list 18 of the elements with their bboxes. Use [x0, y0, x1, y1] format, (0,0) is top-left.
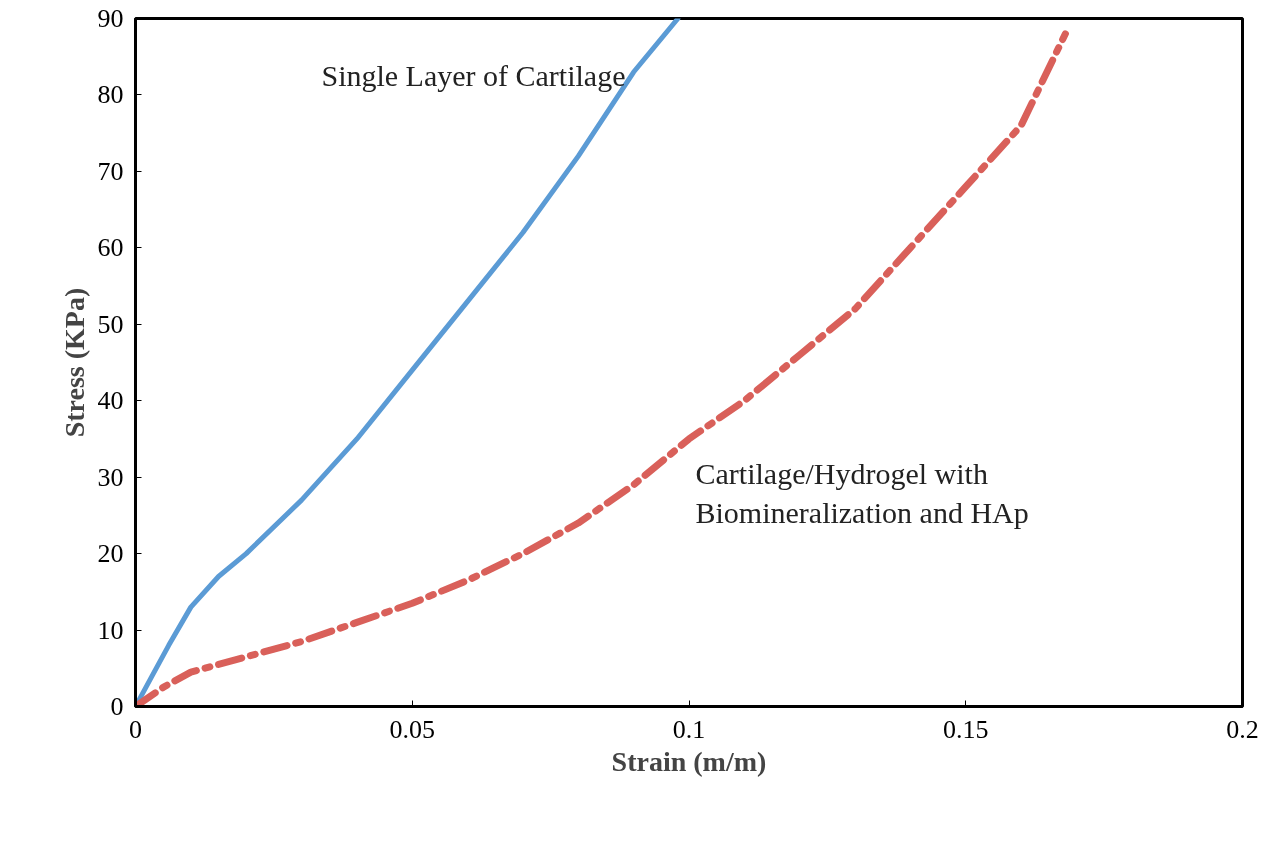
- y-tick-label: 60: [97, 233, 124, 263]
- y-tick-label: 50: [97, 309, 124, 339]
- y-tick-label: 70: [97, 156, 124, 186]
- series-label: Cartilage/Hydrogel with Biomineralization and HAp: [695, 456, 1029, 530]
- y-tick-label: 30: [97, 462, 124, 492]
- y-tick-label: 10: [97, 615, 124, 645]
- x-tick-label: 0.05: [389, 714, 435, 744]
- x-tick-label: 0.2: [1226, 714, 1259, 744]
- series-label: Single Layer of Cartilage: [321, 58, 626, 92]
- y-tick-label: 80: [97, 80, 124, 110]
- x-axis-title: Strain (m/m): [611, 745, 767, 777]
- y-tick-label: 0: [110, 692, 124, 721]
- y-tick-label: 90: [97, 4, 124, 33]
- x-tick-label: 0.15: [943, 714, 989, 744]
- x-tick-label: 0.1: [672, 714, 706, 744]
- y-tick-label: 20: [97, 539, 124, 569]
- y-tick-label: 40: [97, 386, 124, 416]
- y-axis-title: Stress (KPa): [58, 287, 90, 438]
